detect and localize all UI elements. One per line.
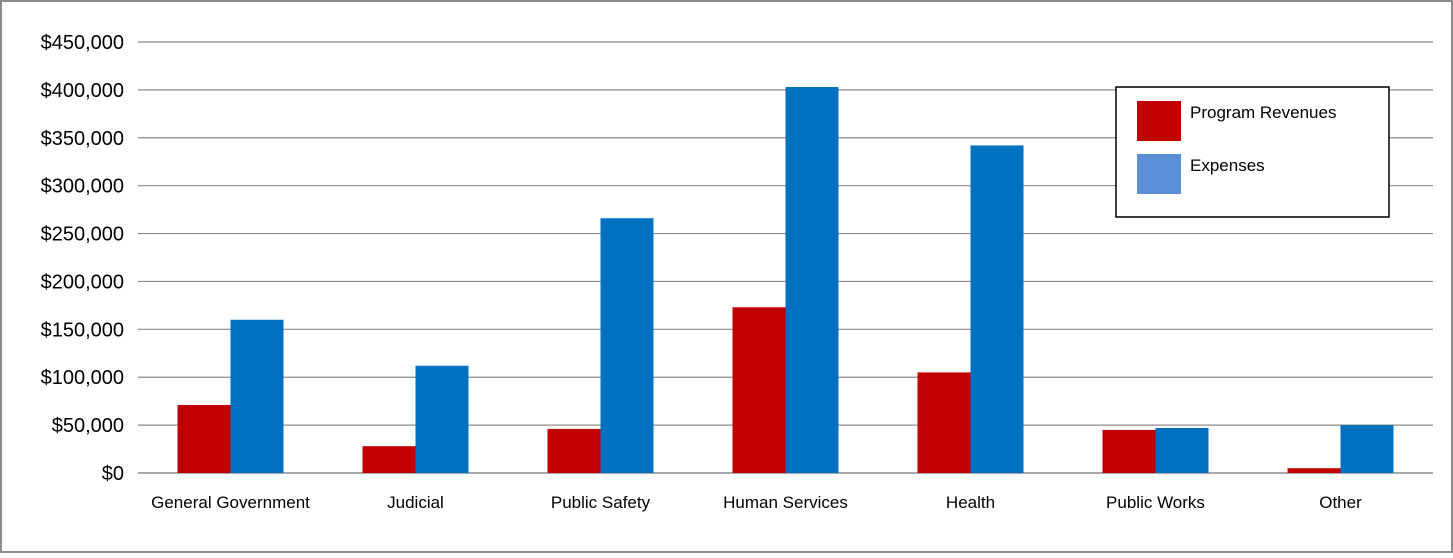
bar-expense [785, 87, 839, 473]
bar-revenue [362, 446, 416, 473]
x-tick-label: Judicial [387, 493, 444, 512]
bar-expense [1340, 425, 1394, 473]
bar-expense [600, 218, 654, 473]
x-axis-tick-labels: General Government Judicial Public Safety H… [151, 493, 1362, 512]
bar-revenue [1102, 429, 1156, 473]
bar-revenue [547, 428, 601, 473]
bar-expense [970, 145, 1024, 473]
y-axis-tick-labels: $0 $50,000 $100,000 $150,000 $200,000 $250,00… [41, 32, 124, 485]
x-tick-label: Health [946, 493, 995, 512]
x-tick-label: Public Works [1106, 493, 1205, 512]
x-tick-label: Human Services [723, 493, 848, 512]
bar-revenue [1287, 468, 1341, 473]
bar-expense [230, 319, 284, 473]
bar-revenue [732, 307, 786, 473]
y-tick-label: $300,000 [41, 176, 124, 198]
bar-expense [1155, 427, 1209, 473]
legend-swatch [1137, 101, 1181, 141]
bars [177, 87, 1394, 473]
y-tick-label: $0 [102, 463, 124, 485]
y-tick-label: $350,000 [41, 128, 124, 150]
y-tick-label: $200,000 [41, 271, 124, 293]
legend-label: Expenses [1190, 156, 1265, 175]
x-tick-label: Public Safety [551, 493, 651, 512]
x-tick-label: Other [1319, 493, 1362, 512]
y-tick-label: $450,000 [41, 32, 124, 54]
x-tick-label: General Government [151, 493, 310, 512]
bar-revenue [177, 404, 231, 473]
legend-label: Program Revenues [1190, 103, 1336, 122]
y-tick-label: $250,000 [41, 224, 124, 246]
y-tick-label: $50,000 [52, 415, 124, 437]
y-tick-label: $400,000 [41, 80, 124, 102]
y-tick-label: $100,000 [41, 367, 124, 389]
bar-expense [415, 365, 469, 473]
bar-revenue [917, 372, 971, 473]
legend-swatch [1137, 154, 1181, 194]
y-tick-label: $150,000 [41, 319, 124, 341]
legend: Program Revenues Expenses [1115, 86, 1390, 218]
